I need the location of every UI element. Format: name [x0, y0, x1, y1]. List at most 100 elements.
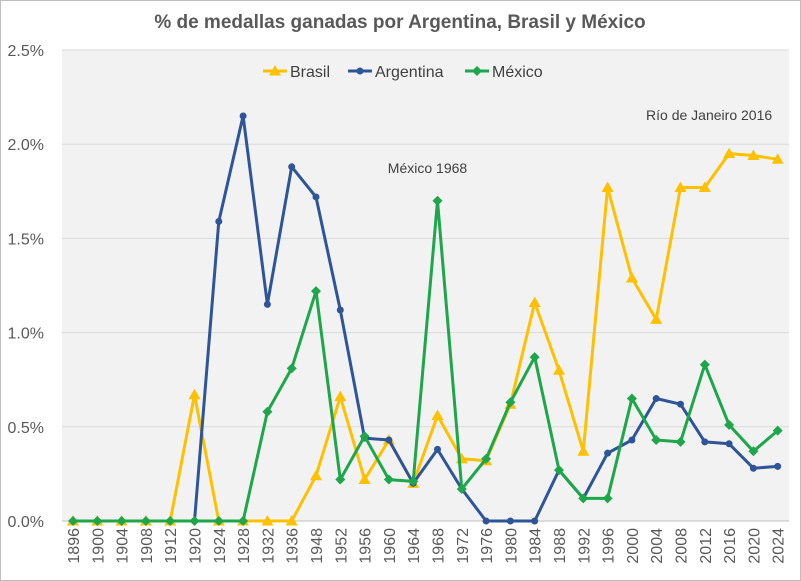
data-point-argentina [239, 112, 247, 120]
x-tick-label: 1976 [479, 528, 496, 564]
data-point-brasil [625, 271, 638, 283]
data-point-mexico [772, 425, 783, 436]
x-tick-label: 1992 [576, 528, 593, 564]
x-tick-label: 1908 [139, 528, 156, 564]
y-tick-label: 1.5% [8, 231, 44, 248]
x-tick-label: 1980 [503, 528, 520, 564]
data-point-mexico [213, 516, 224, 526]
data-point-brasil [650, 313, 663, 324]
series-line-brasil [73, 152, 778, 523]
data-point-mexico [651, 434, 662, 445]
x-tick-label: 1900 [90, 528, 107, 564]
legend-marker-brasil [269, 65, 281, 76]
data-point-brasil [188, 388, 201, 400]
x-tick-label: 2012 [698, 528, 715, 564]
legend-marker-mexico [472, 66, 482, 76]
annotation-label: Río de Janeiro 2016 [646, 107, 772, 123]
data-point-argentina [604, 449, 612, 457]
data-point-argentina [677, 400, 684, 408]
data-point-mexico [602, 493, 613, 504]
x-tick-label: 1972 [455, 528, 472, 564]
x-tick-label: 1952 [333, 528, 350, 564]
x-tick-label: 1948 [309, 528, 326, 564]
data-point-brasil [553, 364, 565, 375]
data-point-argentina [725, 440, 733, 448]
x-tick-label: 1932 [260, 528, 277, 564]
data-point-mexico [311, 286, 321, 297]
data-point-mexico [675, 436, 686, 447]
data-point-mexico [408, 476, 419, 487]
data-point-mexico [456, 483, 467, 494]
data-point-mexico [383, 474, 394, 485]
series-group [67, 112, 784, 526]
data-point-argentina [336, 306, 344, 314]
data-point-argentina [288, 163, 296, 171]
annotation-label: México 1968 [388, 160, 468, 176]
y-tick-label: 2.0% [8, 137, 44, 154]
x-tick-label: 2004 [649, 528, 666, 564]
data-point-brasil [285, 515, 298, 526]
legend-label-brasil: Brasil [290, 64, 330, 81]
data-point-brasil [601, 181, 614, 193]
data-point-brasil [334, 390, 347, 402]
data-point-brasil [674, 181, 687, 193]
legend-label-mexico: México [492, 64, 543, 81]
data-point-argentina [215, 217, 223, 225]
data-point-argentina [312, 193, 320, 201]
data-point-mexico [286, 363, 297, 374]
data-point-mexico [116, 516, 127, 526]
x-tick-label: 1996 [601, 528, 618, 564]
data-point-brasil [577, 445, 590, 456]
data-point-mexico [140, 516, 151, 526]
data-point-mexico [335, 474, 346, 485]
data-point-argentina [531, 517, 539, 525]
data-point-mexico [432, 195, 443, 206]
x-tick-label: 1960 [382, 528, 399, 564]
plot-area [62, 50, 789, 521]
chart-title: % de medallas ganadas por Argentina, Bra… [154, 12, 645, 33]
x-tick-label: 1964 [406, 528, 423, 564]
data-point-argentina [385, 436, 393, 444]
data-point-mexico [92, 516, 103, 526]
data-point-mexico [262, 406, 273, 417]
data-point-argentina [652, 395, 660, 403]
x-tick-label: 1956 [358, 528, 375, 564]
x-tick-label: 1984 [528, 528, 545, 564]
data-point-brasil [431, 409, 444, 420]
annotations: México 1968 Río de Janeiro 2016 [388, 107, 773, 176]
y-axis: 0.0% 0.5% 1.0% 1.5% 2.0% 2.5% [8, 43, 44, 531]
data-point-brasil [528, 296, 541, 307]
x-tick-label: 2024 [771, 528, 788, 564]
x-tick-label: 2008 [674, 528, 691, 564]
data-point-mexico [481, 453, 492, 464]
y-tick-label: 0.5% [8, 420, 44, 437]
data-point-mexico [189, 516, 200, 526]
data-point-argentina [774, 462, 782, 470]
x-tick-label: 2000 [625, 528, 642, 564]
y-tick-label: 2.5% [8, 43, 44, 60]
data-point-mexico [724, 419, 735, 430]
data-point-argentina [628, 436, 636, 444]
data-point-brasil [723, 147, 736, 159]
data-point-mexico [626, 393, 637, 404]
data-point-mexico [68, 516, 78, 526]
data-point-brasil [261, 515, 274, 526]
data-point-argentina [749, 464, 757, 472]
data-point-argentina [482, 517, 490, 525]
data-point-mexico [529, 352, 540, 363]
data-point-mexico [359, 431, 370, 442]
x-tick-label: 1936 [285, 528, 302, 564]
data-point-mexico [554, 465, 564, 476]
data-point-brasil [747, 149, 760, 161]
data-point-mexico [699, 359, 710, 370]
x-tick-label: 1988 [552, 528, 569, 564]
x-tick-label: 1904 [115, 528, 132, 564]
data-point-argentina [506, 517, 514, 525]
data-point-argentina [263, 300, 271, 308]
x-tick-label: 1968 [431, 528, 448, 564]
legend: Brasil Argentina México [263, 64, 543, 81]
legend-marker-argentina [356, 67, 364, 75]
x-tick-label: 1896 [66, 528, 83, 564]
data-point-mexico [238, 516, 249, 526]
